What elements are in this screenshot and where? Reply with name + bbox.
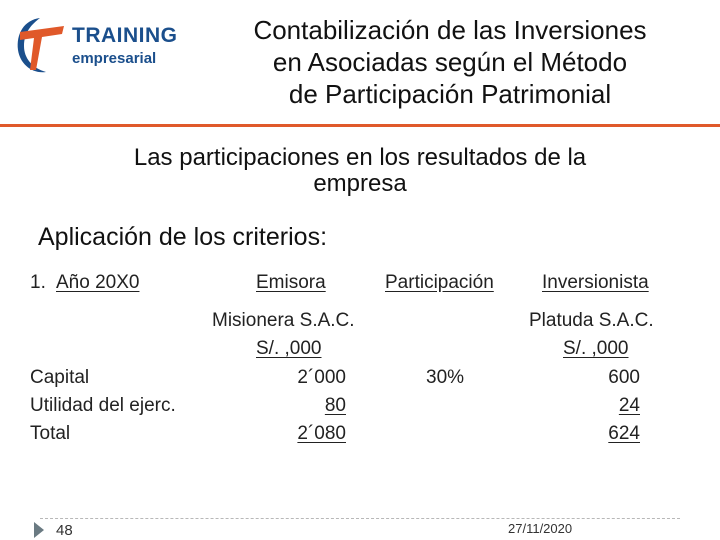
subtitle-line-1: Las participaciones en los resultados de… xyxy=(133,144,587,171)
issuer-value: 2´000 xyxy=(297,367,346,388)
investor-value: 24 xyxy=(618,395,640,416)
investor-value: 600 xyxy=(608,367,640,388)
investor-name: Platuda S.A.C. xyxy=(529,310,654,331)
logo-text-training: TRAINING xyxy=(72,24,178,47)
investor-value: 624 xyxy=(608,423,640,444)
issuer-name: Misionera S.A.C. xyxy=(212,310,355,331)
row-label: Capital xyxy=(30,367,90,388)
page-number: 48 xyxy=(56,522,73,539)
item-number: 1. xyxy=(30,272,46,293)
issuer-value: 80 xyxy=(324,395,346,416)
year-label: Año 20X0 xyxy=(56,272,140,293)
header-issuer: Emisora xyxy=(256,272,326,293)
page-title: Contabilización de las Inversiones en As… xyxy=(190,14,710,110)
subtitle: Las participaciones en los resultados de… xyxy=(40,145,680,197)
subtitle-line-2: empresa xyxy=(313,170,407,197)
row-label: Utilidad del ejerc. xyxy=(30,395,176,416)
footer-divider xyxy=(40,518,680,519)
header-divider xyxy=(0,124,720,127)
logo-mark-icon xyxy=(17,18,64,73)
participation-value: 30% xyxy=(426,367,465,388)
header-investor: Inversionista xyxy=(542,272,649,293)
slide-date: 27/11/2020 xyxy=(508,521,573,536)
row-label: Total xyxy=(30,423,71,444)
issuer-value: 2´080 xyxy=(297,423,346,444)
title-line-1: Contabilización de las Inversiones xyxy=(253,15,647,45)
triangle-bullet-icon xyxy=(34,522,44,538)
criteria-heading: Aplicación de los criterios: xyxy=(38,223,328,251)
training-empresarial-logo: TRAINING empresarial xyxy=(12,12,182,78)
investor-unit: S/. ,000 xyxy=(563,338,629,359)
header-participation: Participación xyxy=(385,272,494,293)
issuer-unit: S/. ,000 xyxy=(256,338,322,359)
title-line-2: en Asociadas según el Método xyxy=(272,47,628,77)
title-line-3: de Participación Patrimonial xyxy=(288,79,612,109)
logo-text-empresarial: empresarial xyxy=(72,50,157,67)
